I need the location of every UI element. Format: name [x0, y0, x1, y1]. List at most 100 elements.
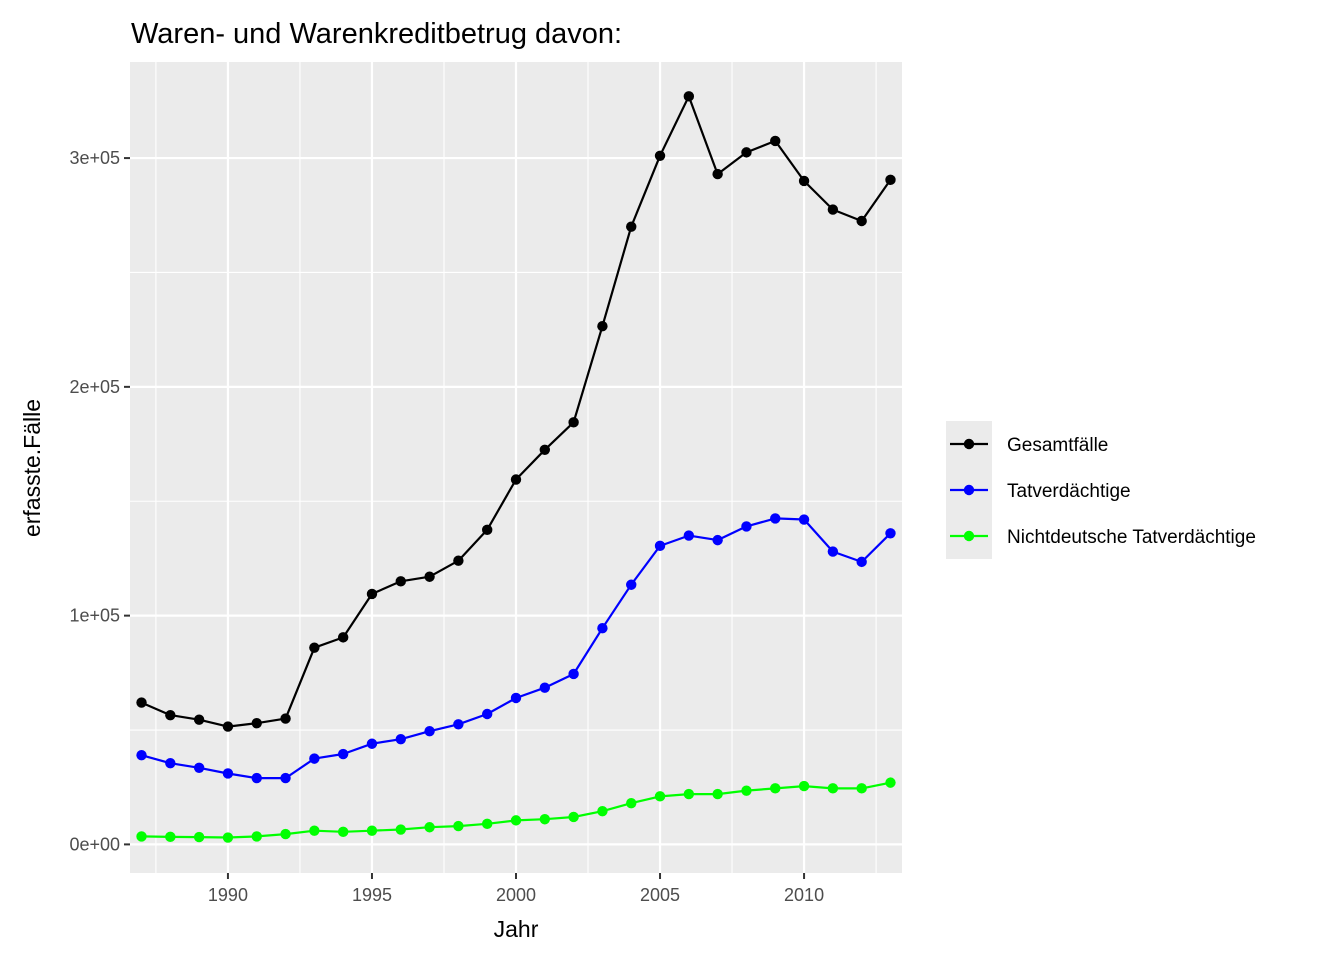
data-point [165, 709, 176, 721]
data-point [453, 820, 464, 832]
data-point [654, 791, 666, 802]
data-point [337, 632, 349, 643]
data-point [136, 749, 147, 761]
data-point [366, 738, 378, 749]
data-point [654, 540, 666, 552]
data-point [827, 546, 839, 557]
data-point [193, 714, 205, 725]
data-point [424, 725, 435, 737]
data-point [337, 748, 349, 760]
data-point [481, 818, 493, 830]
data-point [222, 768, 234, 779]
data-point [885, 777, 896, 788]
data-point [827, 783, 839, 794]
data-point [309, 825, 320, 836]
data-point [453, 555, 464, 566]
data-point [798, 780, 810, 792]
data-point [165, 831, 176, 843]
data-point [510, 815, 522, 826]
data-point [885, 528, 896, 539]
data-point [856, 783, 867, 794]
data-point [885, 174, 896, 186]
data-point [481, 524, 493, 536]
data-point [251, 717, 262, 729]
data-point [712, 168, 723, 180]
data-point [395, 576, 406, 587]
data-point [827, 204, 839, 215]
data-point [597, 806, 608, 817]
major-gridlines [130, 62, 902, 873]
legend-key-point [963, 530, 975, 542]
data-point [798, 514, 810, 525]
data-point [597, 623, 608, 634]
data-point [366, 825, 378, 836]
data-point [770, 513, 781, 524]
chart-title: Waren- und Warenkreditbetrug davon: [131, 18, 622, 50]
legend-label: Gesamtfälle [1007, 435, 1108, 456]
data-point [683, 788, 695, 800]
legend-key-point [963, 438, 975, 450]
x-axis: 1990 1995 2000 2005 2010 [208, 873, 824, 905]
data-point [856, 215, 867, 227]
x-tick-label: 1990 [208, 885, 248, 905]
x-tick-label: 1995 [352, 885, 392, 905]
data-point [856, 556, 867, 568]
data-point [712, 534, 723, 546]
y-axis: 0e+00 1e+05 2e+05 3e+05 [69, 148, 130, 854]
data-point [741, 785, 752, 796]
data-point [251, 772, 262, 784]
data-point [741, 147, 752, 158]
data-point [770, 783, 781, 794]
data-point [481, 708, 493, 720]
legend: Gesamtfälle Tatverdächtige Nichtdeutsche T… [946, 421, 1256, 559]
y-tick-label: 0e+00 [69, 834, 120, 854]
data-point [539, 814, 551, 825]
x-tick-label: 2010 [784, 885, 824, 905]
data-point [424, 822, 435, 833]
data-point [568, 668, 579, 680]
data-point [453, 719, 464, 730]
data-point [683, 530, 695, 541]
data-point [395, 733, 406, 745]
data-point [568, 811, 579, 823]
legend-key-point [963, 484, 975, 496]
data-point [280, 828, 291, 840]
data-point [741, 521, 752, 532]
data-point [626, 579, 637, 590]
minor-gridlines [130, 62, 902, 873]
data-point [597, 321, 608, 332]
data-point [626, 798, 637, 809]
data-point [683, 91, 695, 102]
data-point [626, 221, 637, 232]
data-point [568, 417, 579, 428]
data-point [539, 682, 551, 693]
y-tick-label: 1e+05 [69, 606, 120, 626]
data-point [510, 474, 522, 485]
data-point [193, 831, 205, 843]
x-tick-label: 2005 [640, 885, 680, 905]
data-point [309, 642, 320, 653]
data-point [510, 692, 522, 704]
data-point [280, 713, 291, 724]
x-tick-label: 2000 [496, 885, 536, 905]
series-layer [136, 91, 896, 843]
x-axis-title: Jahr [494, 916, 539, 942]
data-point [309, 753, 320, 764]
y-tick-label: 2e+05 [69, 377, 120, 397]
data-point [136, 831, 147, 842]
data-point [193, 762, 205, 773]
legend-label: Tatverdächtige [1007, 481, 1131, 502]
data-point [136, 697, 147, 708]
data-point [654, 150, 666, 161]
data-point [424, 571, 435, 582]
y-axis-title: erfasste.Fälle [19, 399, 45, 537]
data-point [395, 824, 406, 835]
data-point [222, 721, 234, 732]
y-tick-label: 3e+05 [69, 148, 120, 168]
data-point [798, 175, 810, 187]
data-point [770, 135, 781, 147]
data-point [539, 444, 551, 455]
data-point [337, 826, 349, 838]
